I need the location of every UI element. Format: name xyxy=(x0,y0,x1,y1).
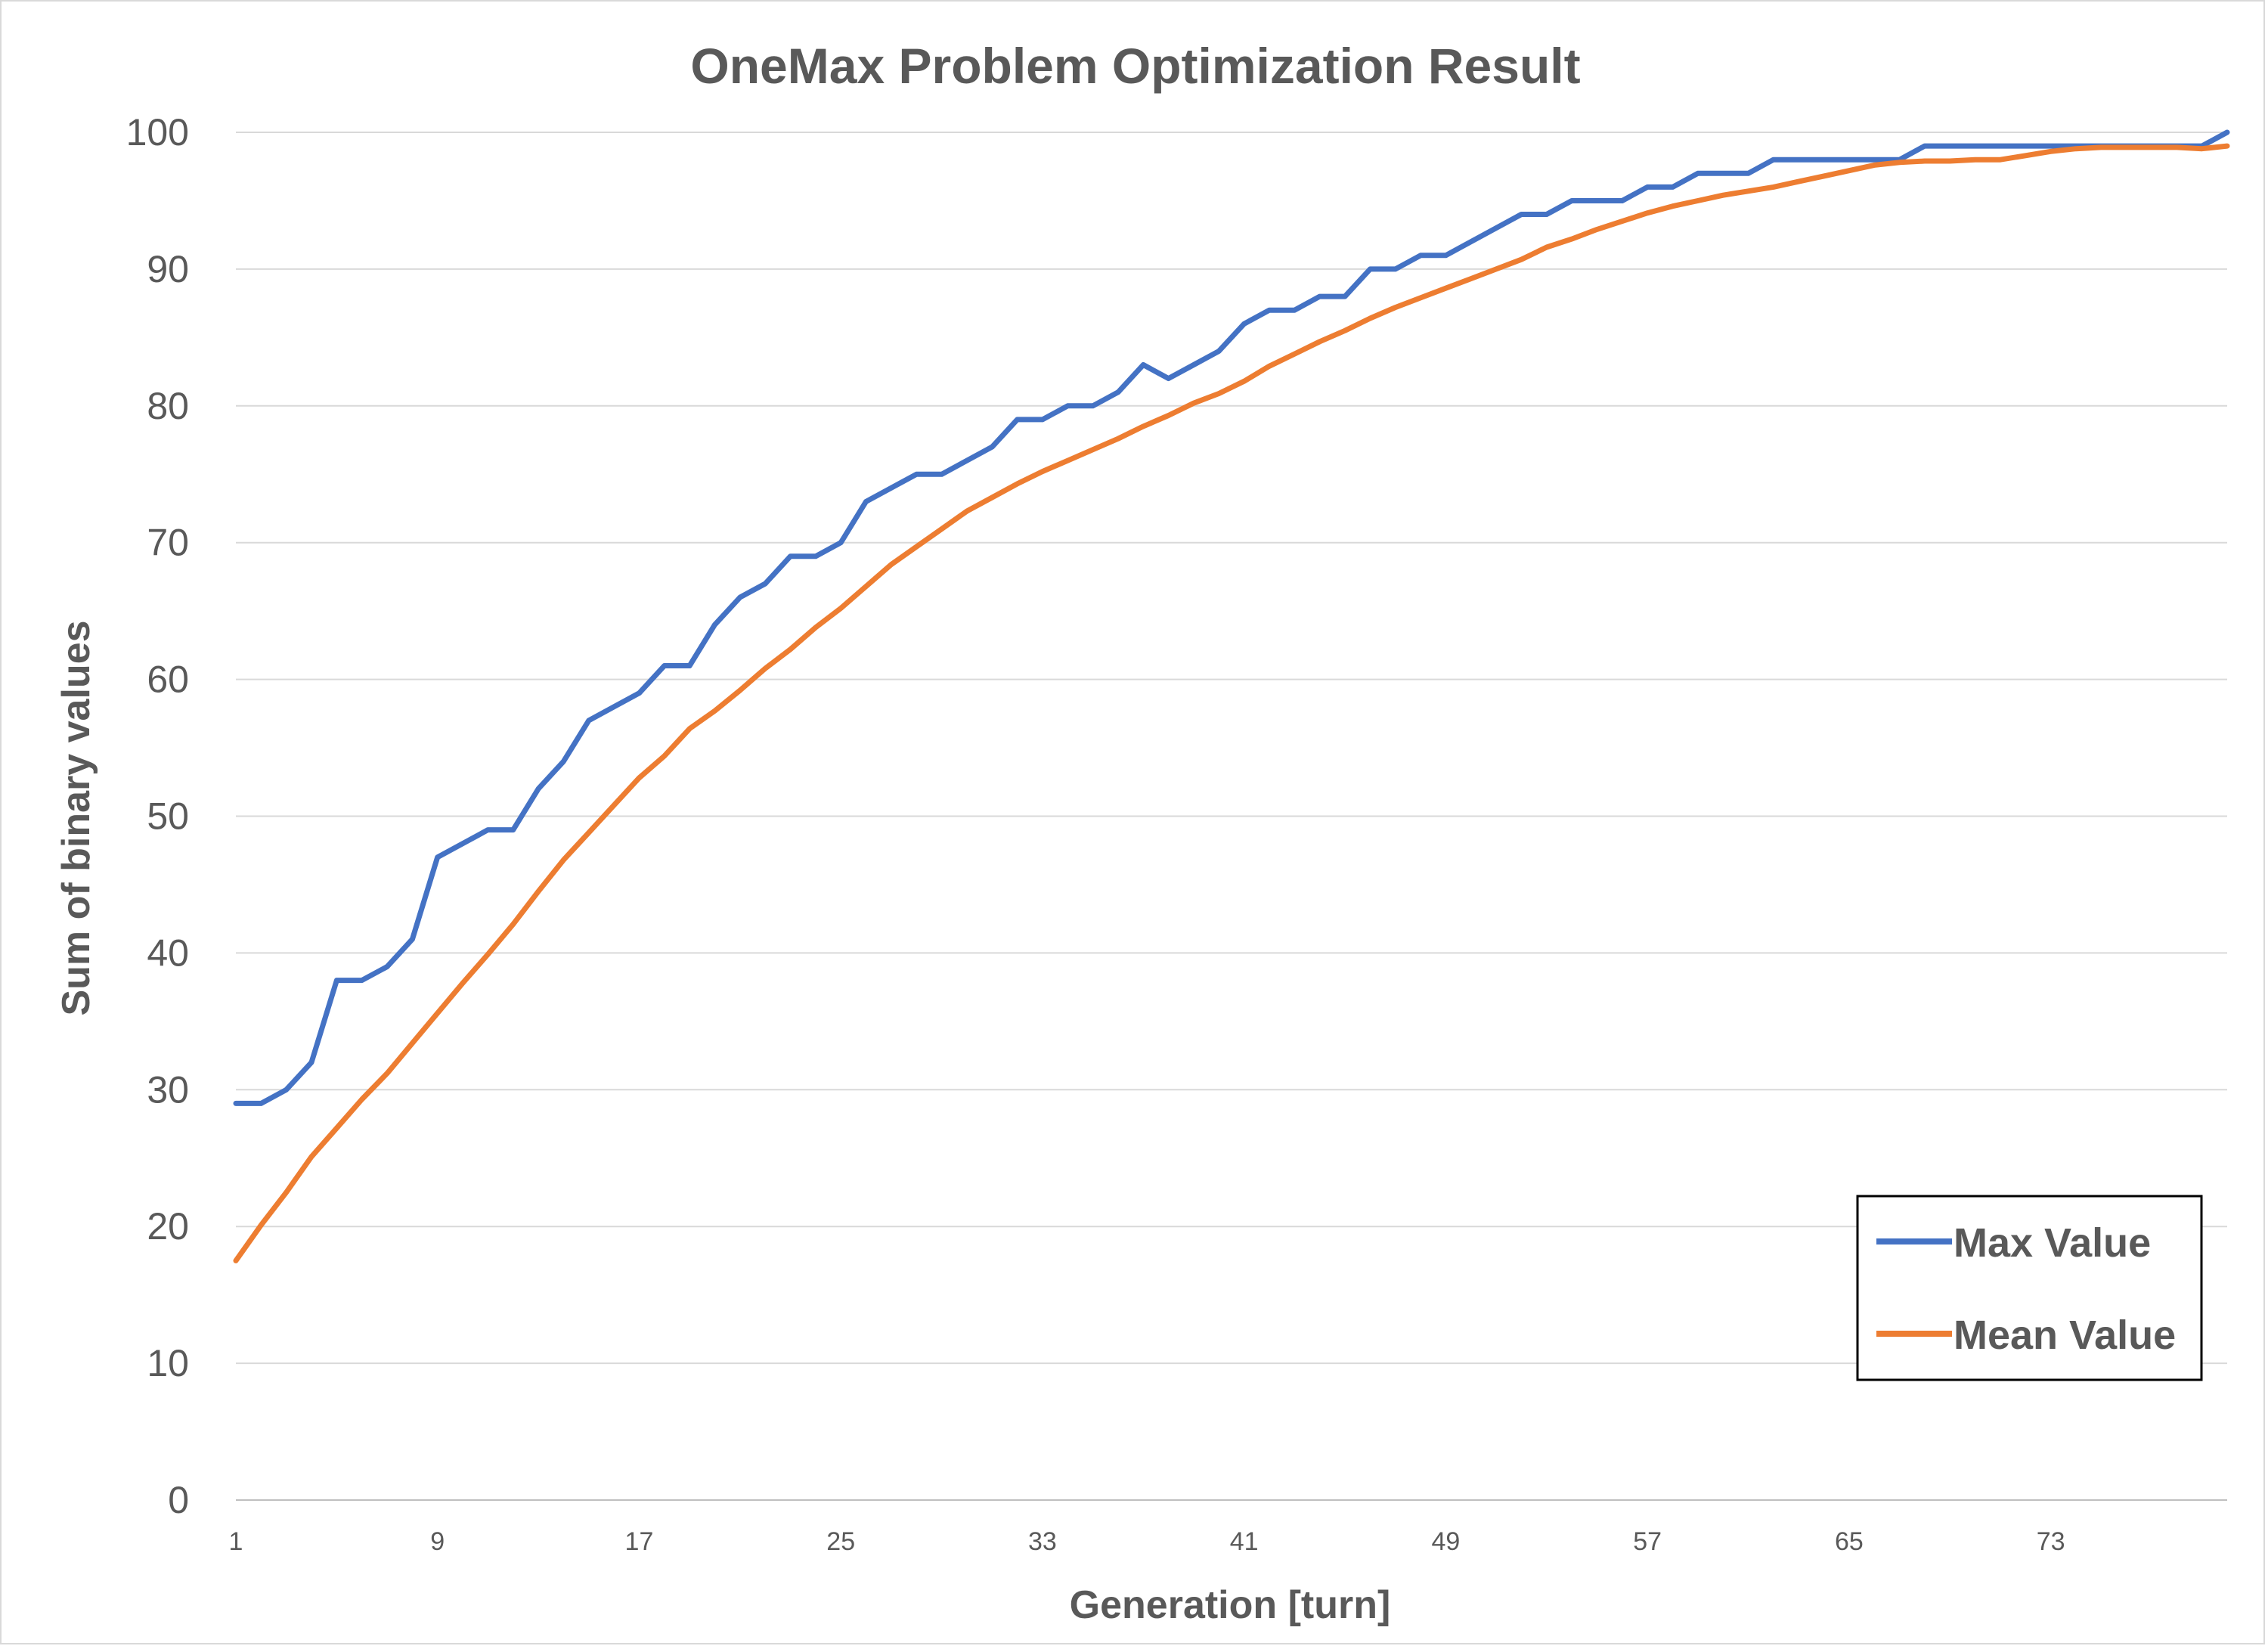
x-tick-label: 1 xyxy=(229,1527,243,1556)
y-tick-label: 100 xyxy=(126,111,189,153)
y-tick-label: 60 xyxy=(147,659,189,701)
x-tick-label: 49 xyxy=(1431,1527,1460,1556)
legend-box xyxy=(1856,1195,2203,1381)
y-tick-label: 70 xyxy=(147,522,189,564)
gridlines xyxy=(236,132,2227,1501)
chart-title: OneMax Problem Optimization Result xyxy=(690,38,1580,94)
x-tick-label: 65 xyxy=(1835,1527,1864,1556)
y-tick-label: 50 xyxy=(147,795,189,838)
series-line-max-value xyxy=(233,129,2230,1106)
y-tick-label: 10 xyxy=(147,1342,189,1384)
x-tick-label: 33 xyxy=(1028,1527,1057,1556)
series-line-mean-value xyxy=(233,143,2230,1263)
x-tick-label: 73 xyxy=(2037,1527,2065,1556)
y-tick-label: 90 xyxy=(147,248,189,290)
x-tick-label: 9 xyxy=(430,1527,445,1556)
y-axis-ticks: 0 10 20 30 40 50 60 70 80 90 100 xyxy=(126,111,189,1521)
legend: Max Value Mean Value xyxy=(1856,1195,2203,1381)
y-tick-label: 80 xyxy=(147,385,189,427)
x-tick-label: 25 xyxy=(826,1527,855,1556)
y-tick-label: 0 xyxy=(168,1479,189,1521)
y-tick-label: 30 xyxy=(147,1068,189,1111)
series-lines xyxy=(233,129,2230,1263)
x-tick-label: 17 xyxy=(625,1527,654,1556)
x-tick-label: 41 xyxy=(1230,1527,1259,1556)
y-axis-label: Sum of binary values xyxy=(54,620,98,1015)
y-tick-label: 40 xyxy=(147,931,189,974)
y-tick-label: 20 xyxy=(147,1205,189,1248)
x-axis-label: Generation [turn] xyxy=(1070,1583,1391,1627)
legend-label-mean: Mean Value xyxy=(1954,1313,2176,1358)
x-tick-label: 57 xyxy=(1633,1527,1662,1556)
x-axis-ticks: 1 9 17 25 33 41 49 57 65 73 xyxy=(229,1527,2065,1556)
legend-label-max: Max Value xyxy=(1954,1220,2151,1266)
